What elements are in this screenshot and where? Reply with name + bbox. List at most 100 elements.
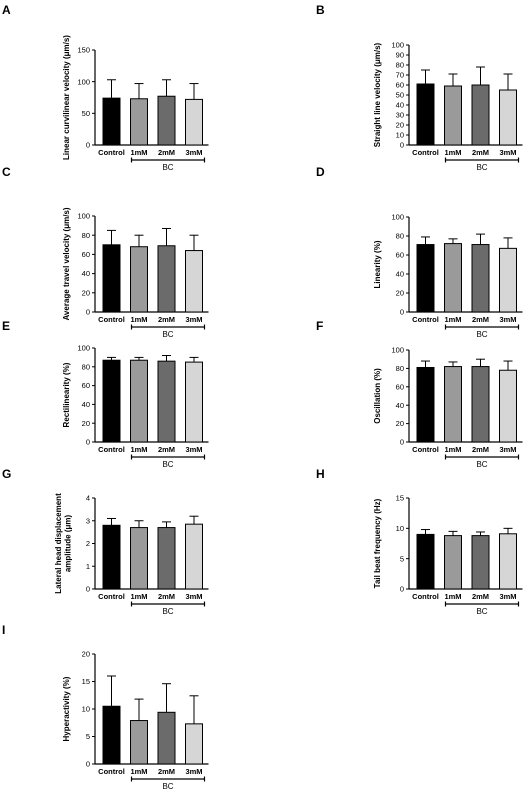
panel-h-category-label: 2mM — [472, 592, 489, 601]
panel-b-letter: B — [316, 3, 325, 17]
panel-g-bar-3mm — [185, 523, 203, 590]
panel-d-bar-3mm — [499, 247, 517, 313]
panel-e-category-label: 1mM — [130, 445, 147, 454]
panel-b-y-axis-label: Straight line velocity (μm/s) — [373, 42, 382, 147]
panel-d-y-tick-label: 20 — [396, 289, 404, 298]
panel-g-category-label: Control — [98, 592, 125, 601]
panel-c-y-tick-label: 0 — [86, 308, 90, 317]
panel-i-letter: I — [2, 623, 5, 637]
panel-d-category-label: 1mM — [444, 315, 461, 324]
panel-b-y-tick-label: 60 — [396, 81, 404, 90]
panel-f-y-tick-label: 80 — [396, 364, 404, 373]
panel-i-y-tick-label: 5 — [86, 732, 90, 741]
panel-f-category-label: 3mM — [499, 445, 516, 454]
panel-g-y-tick-label: 4 — [86, 494, 90, 503]
panel-d-category-label: 2mM — [472, 315, 489, 324]
panel-a-y-tick-label: 0 — [86, 141, 90, 150]
panel-f-y-tick-label: 0 — [400, 438, 404, 447]
panel-c-y-axis-label: Average travel velocity (μm/s) — [62, 207, 71, 320]
panel-g-bar-2mm — [157, 527, 176, 590]
panel-d-group-label: BC — [476, 330, 487, 339]
panel-i-y-tick-label: 15 — [82, 677, 90, 686]
panel-a-y-tick-label: 150 — [77, 46, 90, 55]
panel-h-bar-control — [416, 533, 435, 590]
panel-a-group-label: BC — [162, 163, 173, 172]
panel-c-bar-2mm — [157, 245, 176, 313]
panel-f-letter: F — [316, 319, 323, 333]
panel-d-bar-control — [416, 244, 435, 313]
panel-a-y-axis-label: Linear curvilinear velocity (μm/s) — [62, 35, 71, 160]
panel-f-category-label: 2mM — [472, 445, 489, 454]
panel-h-chart: H 0 5 10 15 Tail beat frequency (Hz) Control 1m… — [316, 467, 523, 616]
panel-i-bar-1mm — [130, 720, 148, 765]
panel-g-y-axis-label-line: Lateral head displacement — [54, 493, 63, 594]
panel-e-bar-1mm — [130, 359, 148, 443]
panel-c-y-tick-label: 60 — [82, 250, 90, 259]
panel-e-category-label: 3mM — [185, 445, 202, 454]
panel-d-chart: D 0 20 40 60 80 100 Linearity (%) Control 1mM 2mM 3… — [316, 165, 523, 339]
panel-d-category-label: Control — [412, 315, 439, 324]
panel-i-bar-3mm — [185, 723, 203, 765]
panel-b-group-label: BC — [476, 163, 487, 172]
panel-h-group-label: BC — [476, 607, 487, 616]
panel-h-bar-2mm — [471, 535, 490, 590]
panel-c-bar-3mm — [185, 250, 203, 313]
panel-h-category-label: 3mM — [499, 592, 516, 601]
panel-b-category-label: 2mM — [472, 148, 489, 157]
panel-a-category-label: 2mM — [158, 148, 175, 157]
panel-d-y-tick-label: 0 — [400, 308, 404, 317]
panel-d-y-axis-label: Linearity (%) — [373, 240, 382, 288]
panel-e-y-tick-label: 0 — [86, 438, 90, 447]
panel-a-y-tick-label: 50 — [82, 109, 90, 118]
panel-i-category-label: Control — [98, 767, 125, 776]
panel-f-group-label: BC — [476, 460, 487, 469]
panel-b-bar-control — [416, 83, 435, 146]
panel-b-category-label: Control — [412, 148, 439, 157]
panel-e-y-tick-label: 100 — [77, 344, 90, 353]
panel-i-bar-control — [102, 705, 121, 765]
panel-e-chart: E 0 20 40 60 80 100 Rectilinearity (%) Control 1m… — [2, 319, 209, 469]
panel-g-y-axis-label-line: amplitude (μm) — [63, 514, 72, 572]
panel-g-group-label: BC — [162, 607, 173, 616]
panel-e-y-tick-label: 80 — [82, 362, 90, 371]
panel-d-bar-1mm — [444, 243, 462, 313]
panel-i-y-tick-label: 10 — [82, 705, 90, 714]
panel-h-bar-1mm — [444, 535, 462, 590]
panel-c-category-label: 3mM — [185, 315, 202, 324]
panel-e-letter: E — [2, 319, 10, 333]
panel-b-category-label: 3mM — [499, 148, 516, 157]
panel-g-bar-1mm — [130, 527, 148, 590]
panel-a-category-label: 1mM — [130, 148, 147, 157]
panel-f-category-label: Control — [412, 445, 439, 454]
panel-f-bar-control — [416, 366, 435, 443]
panel-b-y-tick-label: 90 — [396, 51, 404, 60]
panel-d-letter: D — [316, 165, 325, 179]
panel-e-y-tick-label: 20 — [82, 419, 90, 428]
panel-g-chart: G 0 1 2 3 4 Lateral head displacementamplitude… — [2, 467, 209, 616]
panel-h-letter: H — [316, 467, 325, 481]
panel-d-y-tick-label: 100 — [391, 213, 404, 222]
panel-f-bar-2mm — [471, 366, 490, 443]
panel-a-chart: A 0 50 100 150 Linear curvilinear velocity (μ… — [2, 3, 209, 172]
panel-g-y-tick-label: 1 — [86, 562, 90, 571]
panel-f-y-tick-label: 100 — [391, 346, 404, 355]
panel-b-y-tick-label: 70 — [396, 71, 404, 80]
panel-h-y-tick-label: 0 — [400, 585, 404, 594]
panel-b-y-tick-label: 30 — [396, 111, 404, 120]
panel-b-y-tick-label: 10 — [396, 131, 404, 140]
panel-h-y-tick-label: 10 — [396, 524, 404, 533]
panel-h-category-label: 1mM — [444, 592, 461, 601]
panel-c-category-label: 2mM — [158, 315, 175, 324]
panel-c-letter: C — [2, 165, 11, 179]
panel-g-bar-control — [102, 524, 121, 590]
panel-a-bar-2mm — [157, 95, 176, 146]
panel-f-bar-1mm — [444, 366, 462, 443]
panel-g-y-axis-label: Lateral head displacementamplitude (μm) — [54, 493, 72, 594]
panel-c-bar-1mm — [130, 246, 148, 313]
panel-e-bar-3mm — [185, 361, 203, 443]
panel-e-bar-control — [102, 359, 121, 443]
panel-b-y-tick-label: 20 — [396, 121, 404, 130]
panel-b-bar-2mm — [471, 84, 490, 146]
